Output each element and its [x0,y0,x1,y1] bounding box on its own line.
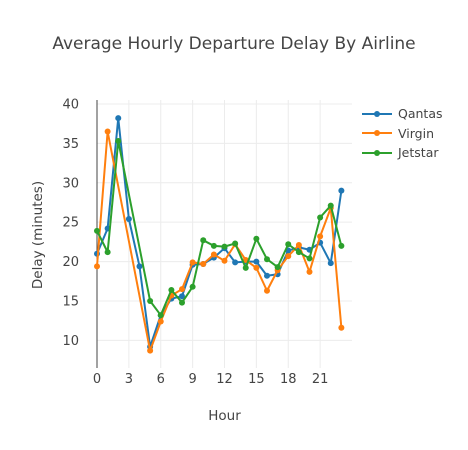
data-point-qantas[interactable] [115,115,122,122]
data-point-virgin[interactable] [104,128,111,135]
y-tick-label: 40 [62,97,79,112]
data-point-virgin[interactable] [295,242,302,249]
legend-label-qantas: Qantas [398,106,443,122]
data-point-jetstar[interactable] [179,299,185,306]
data-point-qantas[interactable] [338,187,345,194]
legend-label-jetstar: Jetstar [398,145,439,161]
data-point-qantas[interactable] [179,293,185,300]
legend-item-qantas[interactable]: Qantas [362,104,443,124]
data-point-jetstar[interactable] [285,241,292,248]
data-point-qantas[interactable] [253,258,260,265]
x-tick-label: 0 [93,372,101,387]
data-point-virgin[interactable] [157,318,164,325]
data-point-virgin[interactable] [285,253,292,260]
data-point-qantas[interactable] [232,259,239,266]
data-point-jetstar[interactable] [338,242,345,249]
legend-item-jetstar[interactable]: Jetstar [362,143,443,163]
series-virgin [94,128,345,354]
data-point-qantas[interactable] [264,272,270,279]
data-point-jetstar[interactable] [264,256,270,263]
data-point-virgin[interactable] [179,286,185,293]
data-point-jetstar[interactable] [253,235,260,242]
data-series [94,115,345,354]
data-point-jetstar[interactable] [242,264,249,271]
grid-lines [97,100,352,368]
data-point-jetstar[interactable] [210,242,217,249]
x-axis-ticks: 0 3 6 9 12 15 18 21 [93,372,329,387]
y-axis-ticks: 10 15 20 25 30 35 40 [62,97,79,348]
data-point-virgin[interactable] [94,263,100,270]
data-point-virgin[interactable] [317,233,324,240]
series-line-jetstar [96,139,343,317]
data-point-virgin[interactable] [306,268,313,275]
y-axis-label: Delay (minutes) [30,180,46,290]
legend-swatch-jetstar [362,149,392,156]
y-tick-label: 30 [62,176,79,191]
data-point-virgin[interactable] [200,260,207,267]
data-point-jetstar[interactable] [147,298,154,304]
legend-swatch-virgin [362,130,392,137]
data-point-jetstar[interactable] [232,240,239,247]
chart-title: Average Hourly Departure Delay By Airlin… [52,34,416,54]
x-tick-label: 15 [248,372,265,387]
data-point-virgin[interactable] [147,347,154,354]
data-point-jetstar[interactable] [295,249,302,256]
legend-label-virgin: Virgin [398,125,434,141]
legend[interactable]: Qantas Virgin Jetstar [362,104,443,163]
data-point-virgin[interactable] [338,324,345,331]
data-point-jetstar[interactable] [94,227,100,234]
series-jetstar [94,137,345,319]
y-tick-label: 25 [62,216,79,231]
x-tick-label: 12 [216,372,233,387]
x-tick-label: 21 [312,372,329,387]
data-point-jetstar[interactable] [200,237,207,244]
data-point-jetstar[interactable] [327,202,334,209]
data-point-jetstar[interactable] [274,264,281,271]
x-tick-label: 6 [157,372,165,387]
data-point-qantas[interactable] [136,263,143,270]
x-tick-label: 18 [280,372,297,387]
y-tick-label: 10 [62,334,79,349]
y-tick-label: 15 [62,295,79,310]
data-point-jetstar[interactable] [306,255,313,262]
data-point-qantas[interactable] [327,260,334,267]
series-line-qantas [96,117,343,348]
data-point-virgin[interactable] [221,257,228,264]
series-qantas [94,115,345,350]
legend-item-virgin[interactable]: Virgin [362,124,443,144]
data-point-jetstar[interactable] [157,312,164,319]
x-tick-label: 9 [188,372,196,387]
data-point-jetstar[interactable] [221,243,228,250]
data-point-virgin[interactable] [264,287,270,294]
legend-swatch-qantas [362,110,392,117]
x-tick-label: 3 [125,372,133,387]
data-point-qantas[interactable] [125,216,132,223]
data-point-virgin[interactable] [189,259,196,266]
x-axis-label: Hour [208,408,241,424]
data-point-virgin[interactable] [210,251,217,258]
y-tick-label: 20 [62,255,79,270]
data-point-virgin[interactable] [253,264,260,271]
data-point-jetstar[interactable] [104,249,111,256]
data-point-jetstar[interactable] [168,286,175,293]
y-tick-label: 35 [62,137,79,152]
data-point-jetstar[interactable] [115,137,122,144]
data-point-jetstar[interactable] [189,283,196,290]
data-point-jetstar[interactable] [317,214,324,221]
